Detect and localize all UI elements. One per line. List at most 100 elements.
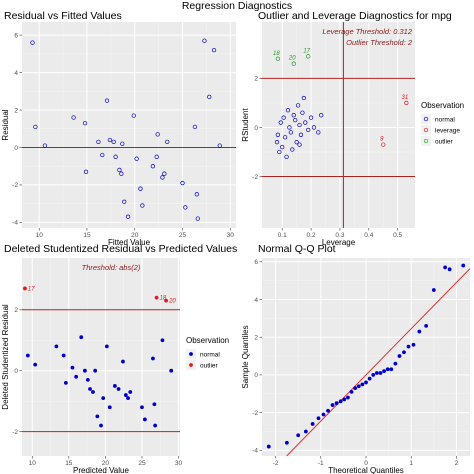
legend-marker (189, 363, 193, 367)
data-point (367, 376, 372, 381)
legend: Observation normal leverage outlier (421, 101, 464, 146)
y-tick-label: 2 (14, 307, 18, 314)
x-axis-label: Theoretical Quantiles (328, 466, 404, 474)
y-tick-label: -2 (252, 410, 258, 417)
data-point (121, 359, 125, 364)
data-point (107, 137, 113, 143)
y-axis-label: Residual (1, 109, 10, 140)
data-point (116, 387, 121, 391)
data-point (290, 147, 295, 152)
data-point (111, 139, 116, 145)
x-axis-label: Leverage (322, 238, 356, 247)
panel-title: Residual vs Fitted Values (4, 10, 122, 22)
plot-background (22, 22, 236, 228)
threshold-annotation: Leverage Threshold: 0.312 (322, 27, 412, 36)
x-tick-label: 0.1 (278, 232, 287, 239)
x-axis-label: Fitted Value (108, 238, 151, 247)
qq-reference-line (286, 268, 471, 457)
data-point (280, 144, 285, 150)
data-point (100, 152, 105, 158)
figure-title: Regression Diagnostics (182, 0, 292, 12)
y-tick-label: -2 (12, 182, 18, 189)
data-point (112, 384, 117, 388)
legend-marker (189, 352, 193, 356)
data-point (316, 130, 321, 135)
data-point (217, 143, 222, 148)
data-point (349, 389, 354, 394)
data-point (294, 140, 299, 145)
data-point (128, 390, 133, 394)
y-tick-label: 0 (254, 125, 258, 132)
data-point (311, 125, 317, 130)
legend-marker (423, 127, 429, 133)
data-point (326, 408, 330, 413)
data-point (30, 40, 35, 45)
data-point (298, 132, 304, 137)
x-tick-label: 2 (455, 460, 459, 467)
data-point (119, 171, 124, 176)
data-point (91, 390, 95, 394)
data-point (297, 122, 302, 128)
data-point (278, 120, 283, 125)
data-point (120, 141, 125, 146)
panel-title: Deleted Studentized Residual vs Predicte… (4, 243, 237, 255)
data-point (104, 344, 109, 349)
legend-item-label: normal (200, 352, 220, 359)
data-point (353, 386, 358, 391)
x-tick-label: 0.5 (393, 232, 402, 239)
data-point (160, 338, 165, 343)
data-point (303, 429, 308, 434)
data-point (33, 362, 38, 367)
panel-title: Outlier and Leverage Diagnostics for mpg (258, 10, 452, 22)
data-point (125, 214, 131, 219)
y-tick-label: 0 (14, 368, 18, 375)
data-point (291, 61, 296, 66)
data-point (194, 192, 199, 197)
data-point (95, 414, 100, 419)
data-point (385, 367, 390, 372)
data-point (180, 180, 185, 186)
data-point (397, 354, 402, 358)
data-point (402, 350, 406, 355)
data-point (364, 380, 368, 385)
data-point (23, 286, 27, 291)
y-tick-label: 4 (254, 297, 258, 304)
data-point (293, 117, 298, 123)
data-point (99, 423, 103, 428)
data-point (101, 396, 106, 401)
legend-marker (423, 116, 429, 122)
x-tick-label: 25 (138, 460, 146, 467)
data-point (360, 382, 365, 387)
y-axis-label: Deleted Studentized Residual (1, 304, 10, 410)
x-tick-label: 10 (29, 460, 37, 467)
data-point (447, 267, 452, 272)
data-point (443, 265, 448, 270)
data-point (389, 367, 394, 372)
y-tick-label: 2 (254, 76, 258, 83)
x-tick-label: 0.3 (335, 232, 344, 239)
data-point (356, 384, 361, 389)
x-tick-label: 10 (36, 232, 44, 239)
data-point (165, 139, 170, 145)
legend: Observation normal outlier (186, 336, 229, 370)
data-point (104, 98, 110, 103)
data-point (211, 47, 217, 53)
data-point (282, 135, 288, 140)
point-label: 18 (160, 296, 167, 302)
data-point (93, 368, 98, 373)
data-point (79, 335, 84, 340)
plot-background (262, 22, 415, 228)
x-axis-label: Predicted Value (73, 466, 129, 474)
x-tick-label: 0 (364, 460, 368, 467)
data-point (374, 371, 379, 375)
data-point (288, 130, 294, 135)
data-point (207, 94, 212, 100)
threshold-annotation: Threshold: abs(2) (82, 263, 141, 272)
data-point (274, 140, 280, 145)
data-point (61, 353, 66, 358)
data-point (83, 368, 87, 373)
x-tick-label: 30 (175, 460, 183, 467)
data-point (301, 95, 307, 101)
y-tick-label: -2 (252, 174, 258, 181)
x-tick-label: 15 (83, 232, 91, 239)
